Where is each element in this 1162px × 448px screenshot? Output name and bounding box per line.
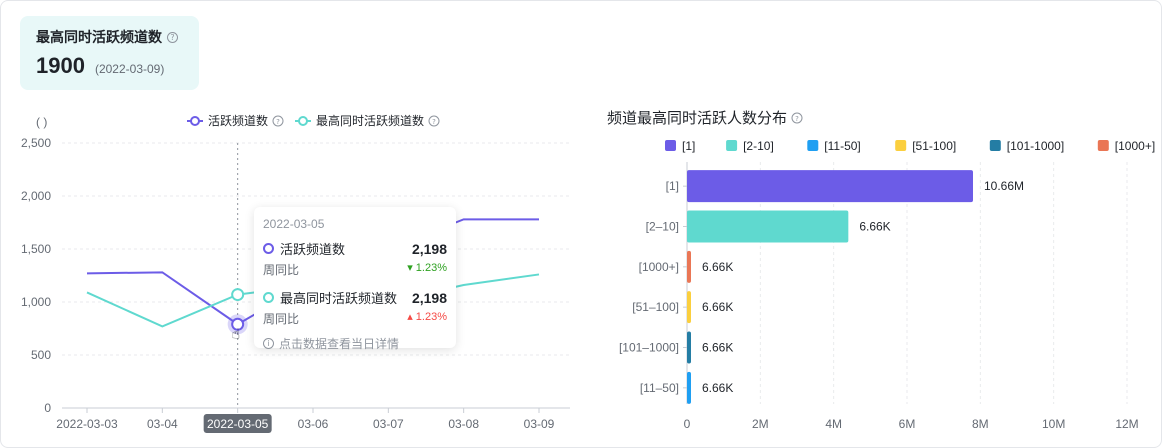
y-tick-label: 1,000: [21, 295, 51, 309]
x-tick-label[interactable]: 03-08: [448, 417, 479, 431]
legend-label[interactable]: 活跃频道数: [208, 113, 268, 128]
x-tick-label[interactable]: 2022-03-03: [56, 417, 118, 431]
series-marker-icon: [263, 292, 274, 303]
legend-marker-icon: [190, 116, 200, 126]
tooltip-detail-hint[interactable]: i 点击数据查看当日详情: [263, 335, 447, 352]
x-tick-label[interactable]: 03-06: [298, 417, 329, 431]
tooltip-change: 1.23%: [415, 311, 447, 323]
x-tick-label[interactable]: 03-04: [147, 417, 178, 431]
tooltip-sub-label: 周同比: [263, 312, 300, 326]
tooltip-date: 2022-03-05: [263, 217, 325, 231]
chart-tooltip: 2022-03-05 活跃频道数 2,198 周同比 ▾ 1.23% 最高同时活…: [254, 207, 456, 351]
info-icon: i: [263, 338, 274, 349]
data-point[interactable]: [231, 288, 245, 302]
tooltip-footer: 点击数据查看当日详情: [279, 337, 400, 351]
help-icon-glyph: ?: [276, 118, 280, 126]
tooltip-sub-label: 周同比: [263, 263, 300, 277]
kpi-date: (2022-03-09): [94, 62, 165, 76]
kpi-label: 最高同时活跃频道数: [36, 29, 162, 45]
help-icon[interactable]: [272, 115, 284, 127]
hand-cursor-icon: ☝: [232, 326, 241, 342]
legend-marker-icon: [298, 116, 308, 126]
help-icon[interactable]: ?: [167, 31, 178, 43]
data-point[interactable]: [231, 317, 245, 331]
kpi-value: 1900: [36, 53, 85, 78]
y-tick-label: 500: [31, 348, 51, 362]
arrow-down-icon: ▾: [407, 262, 413, 274]
tooltip-series-name: 最高同时活跃频道数: [280, 291, 398, 306]
y-tick-label: 0: [44, 401, 51, 415]
arrow-up-icon: ▴: [407, 311, 413, 323]
tooltip-change: 1.23%: [415, 262, 447, 274]
legend-label[interactable]: 最高同时活跃频道数: [316, 113, 424, 128]
x-tick-label[interactable]: 03-07: [373, 417, 404, 431]
help-icon-glyph: ?: [432, 118, 436, 126]
tooltip-series-value: 2,198: [411, 289, 447, 306]
y-tick-label: 1,500: [21, 242, 51, 256]
kpi-card[interactable]: 最高同时活跃频道数 ? 1900 (2022-03-09): [20, 16, 199, 90]
series-marker-icon: [263, 243, 274, 254]
x-tick-label[interactable]: 2022-03-05: [207, 417, 269, 431]
y-tick-label: 2,500: [21, 136, 51, 150]
tooltip-series-value: 2,198: [411, 240, 447, 257]
y-tick-label: 2,000: [21, 189, 51, 203]
x-tick-highlight: [203, 414, 272, 433]
tooltip-series-name: 活跃频道数: [280, 242, 346, 257]
x-tick-label[interactable]: 03-09: [524, 417, 555, 431]
help-icon[interactable]: [428, 115, 440, 127]
y-axis-label: ( ): [36, 115, 47, 129]
line-chart[interactable]: ( ) 0 500 1,000 1,500 2,000 2,500 2022-03-03 03-…: [0, 0, 580, 448]
